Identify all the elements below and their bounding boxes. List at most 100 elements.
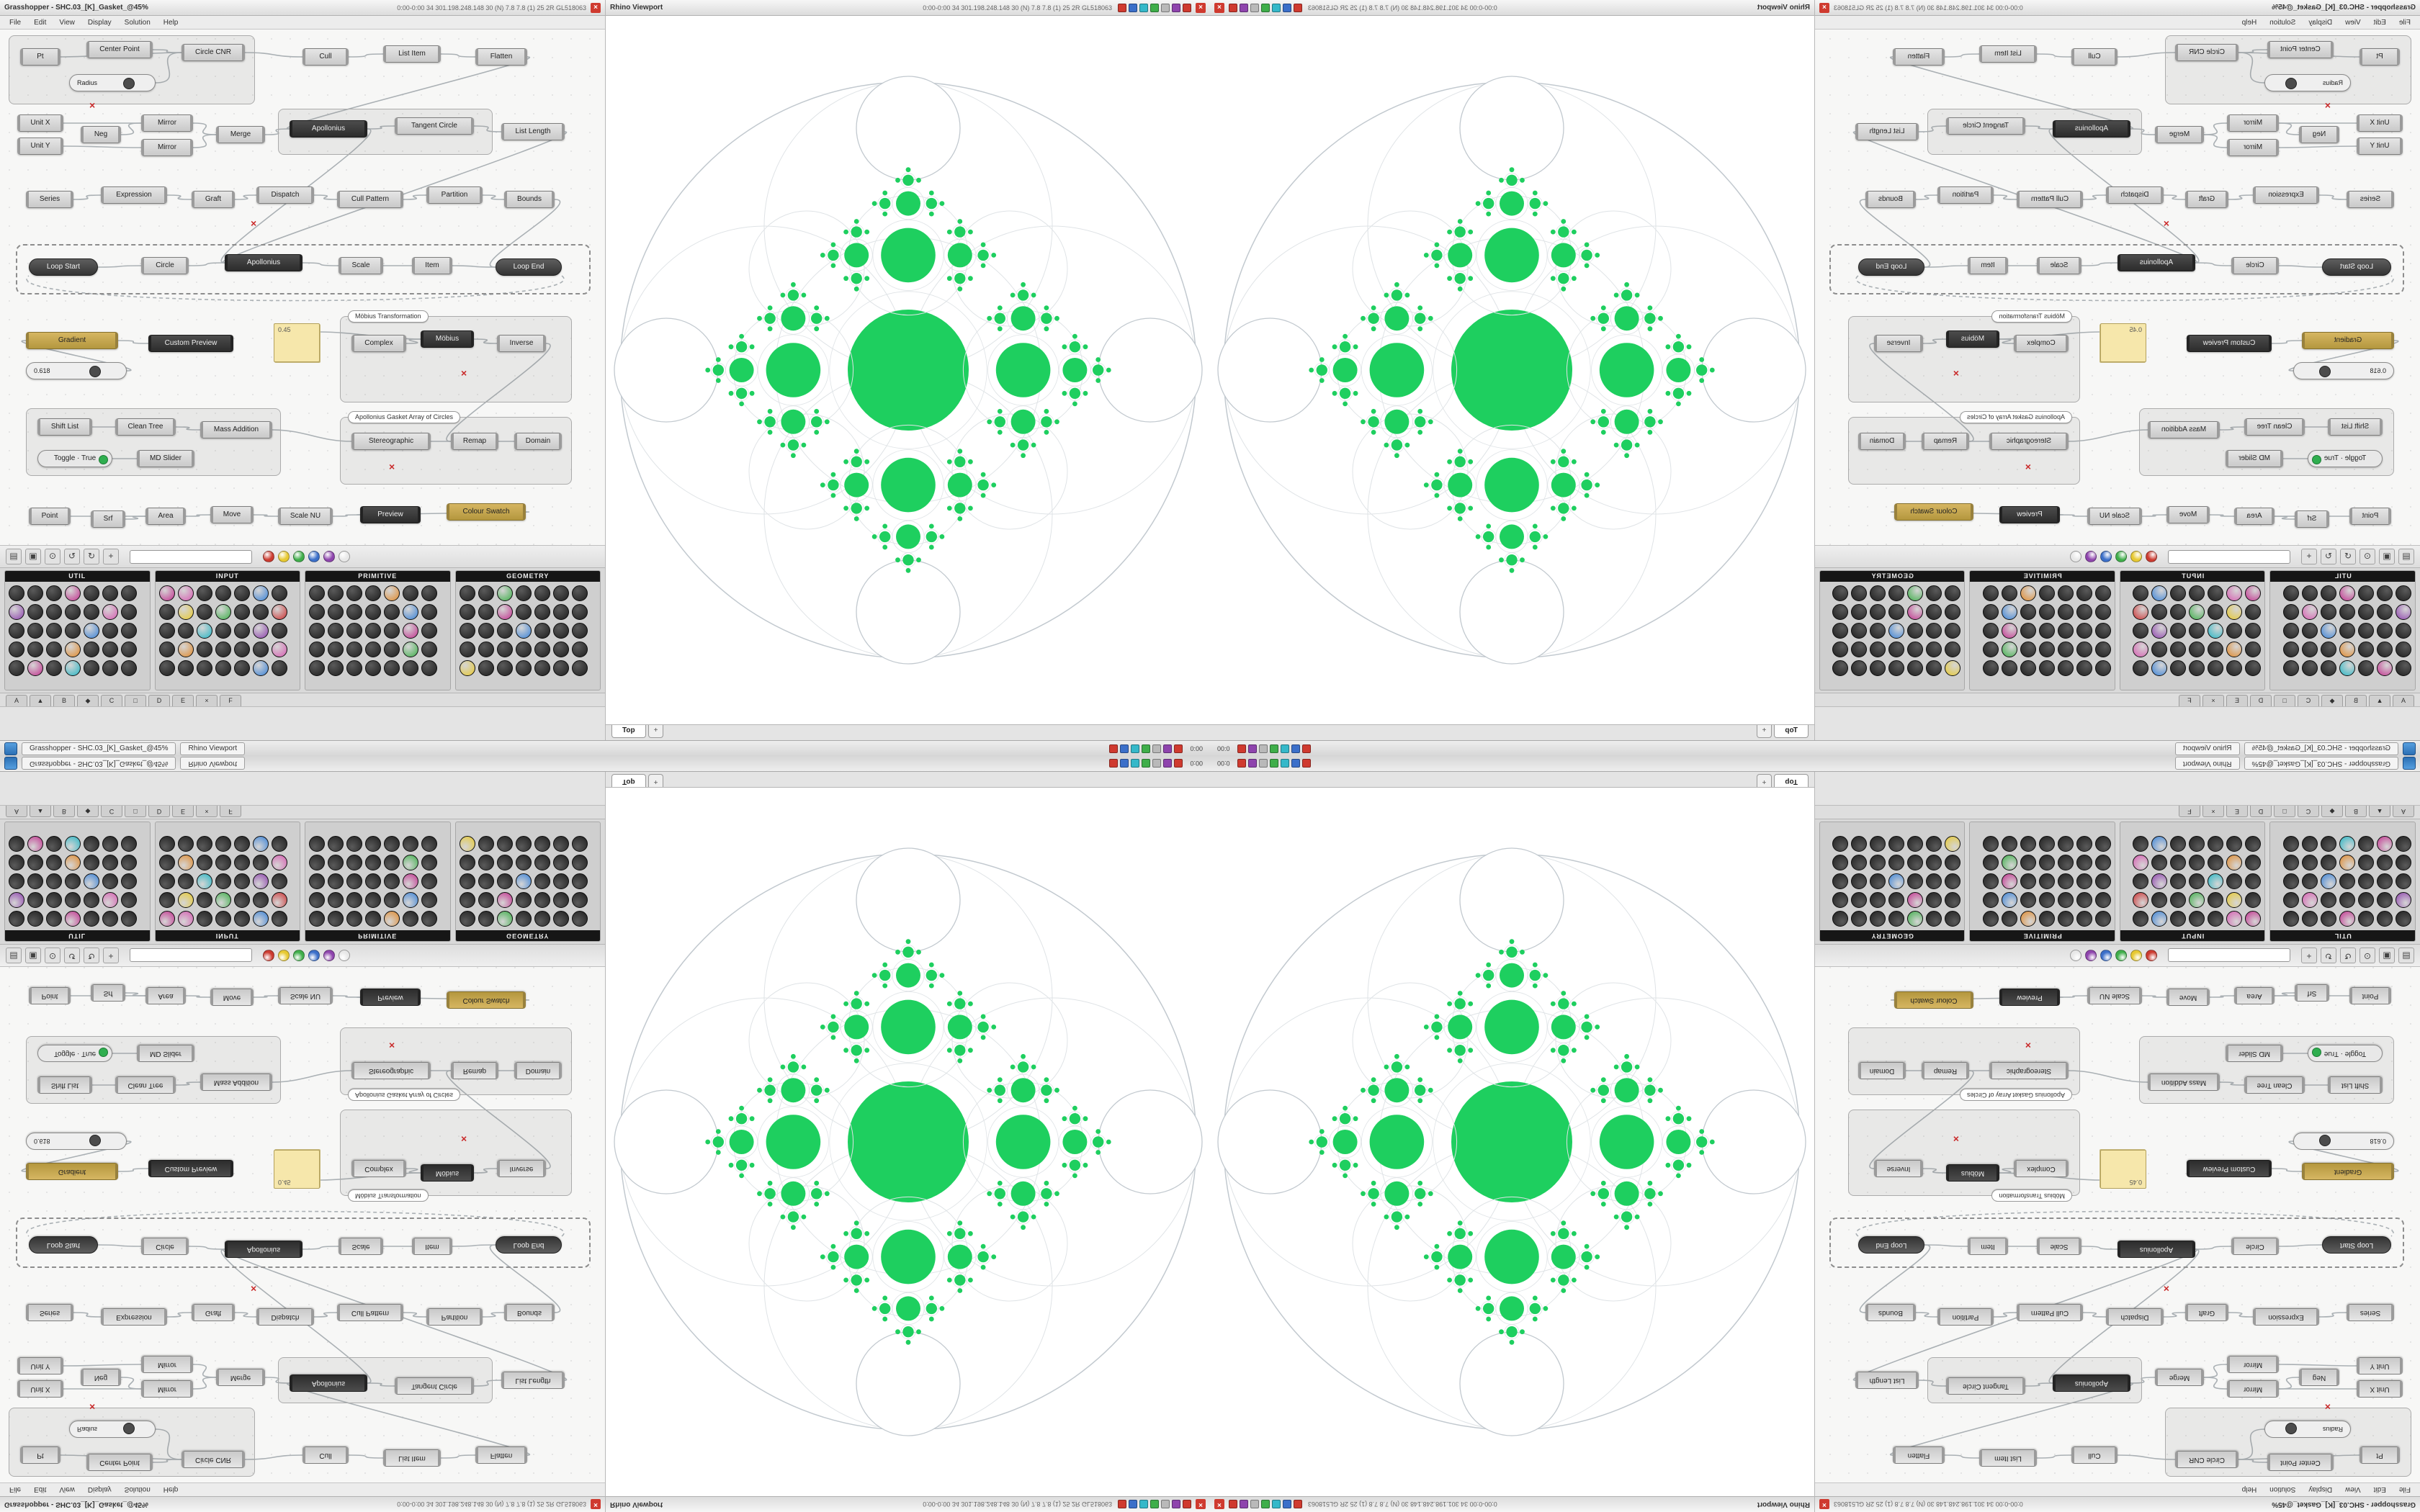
node-group[interactable]: Apollonius Gasket Array of Circles (1848, 1027, 2080, 1101)
component-icon[interactable] (158, 642, 175, 657)
component-icon[interactable] (271, 892, 287, 908)
files-app-icon[interactable] (1161, 3, 1170, 12)
component-icon[interactable] (552, 892, 569, 908)
category-tab[interactable]: B (2345, 695, 2367, 706)
gh-node-mass-addition[interactable]: Mass Addition (200, 421, 272, 438)
component-icon[interactable] (2020, 642, 2036, 657)
component-icon[interactable] (421, 892, 437, 908)
component-icon[interactable] (403, 911, 418, 927)
component-icon[interactable] (384, 642, 400, 657)
component-icon[interactable] (121, 623, 137, 639)
component-icon[interactable] (2339, 855, 2355, 870)
component-icon[interactable] (459, 660, 475, 676)
category-tab[interactable]: F (2179, 695, 2200, 706)
gh-node-loop-start[interactable]: Loop Start (29, 258, 98, 276)
component-icon[interactable] (2133, 623, 2149, 639)
component-icon[interactable] (158, 873, 175, 889)
preview-sphere-icon-4[interactable] (2085, 950, 2097, 961)
component-icon[interactable] (515, 623, 532, 639)
component-icon[interactable] (2302, 642, 2318, 657)
grasshopper-canvas[interactable]: Möbius Transformation Apollonius Gasket A… (1815, 966, 2420, 1482)
component-icon[interactable] (496, 873, 513, 889)
component-icon[interactable] (2133, 660, 2149, 676)
redo-icon[interactable]: ↻ (2321, 948, 2336, 963)
component-icon[interactable] (177, 911, 194, 927)
component-icon[interactable] (215, 604, 231, 620)
category-tab[interactable]: C (101, 695, 122, 706)
component-icon[interactable] (403, 642, 418, 657)
taskbar-app-button[interactable]: Grasshopper - SHC.03_[K]_Gasket_@45% (2244, 757, 2398, 770)
gh-node-custom-preview[interactable]: Custom Preview (2187, 1160, 2272, 1177)
category-tab[interactable]: ◆ (77, 806, 99, 817)
component-icon[interactable] (2339, 911, 2355, 927)
component-icon[interactable] (177, 660, 194, 676)
gh-node-toggle-true[interactable]: Toggle · True (2308, 450, 2383, 467)
gh-node-cull-pattern[interactable]: Cull Pattern (337, 191, 403, 208)
component-icon[interactable] (403, 855, 418, 870)
component-icon[interactable] (27, 911, 43, 927)
component-icon[interactable] (2020, 836, 2036, 852)
component-icon[interactable] (478, 873, 494, 889)
menu-item-file[interactable]: File (2398, 18, 2411, 27)
component-icon[interactable] (2151, 585, 2168, 601)
component-icon[interactable] (1983, 836, 1999, 852)
component-icon[interactable] (2058, 873, 2074, 889)
component-icon[interactable] (2226, 836, 2243, 852)
zoom-icon[interactable]: ⊙ (2360, 549, 2375, 564)
component-icon[interactable] (2283, 892, 2299, 908)
component-icon[interactable] (1945, 855, 1961, 870)
component-icon[interactable] (65, 642, 81, 657)
gh-node-list-item[interactable]: List Item (383, 1449, 441, 1467)
component-icon[interactable] (552, 623, 569, 639)
gh-node-stereographic[interactable]: Stereographic (1989, 1062, 2069, 1079)
component-icon[interactable] (2076, 873, 2092, 889)
component-icon[interactable] (1870, 911, 1886, 927)
component-icon[interactable] (346, 892, 362, 908)
component-icon[interactable] (346, 623, 362, 639)
category-tab[interactable]: A (2393, 695, 2414, 706)
category-tab[interactable]: × (2202, 806, 2224, 817)
component-icon[interactable] (515, 911, 532, 927)
component-icon[interactable] (2208, 585, 2224, 601)
component-icon[interactable] (2339, 873, 2355, 889)
component-icon[interactable] (158, 660, 175, 676)
menu-item-solution[interactable]: Solution (2269, 18, 2296, 27)
component-icon[interactable] (27, 836, 43, 852)
gh-node-srf[interactable]: Srf (2295, 510, 2329, 528)
component-icon[interactable] (1945, 892, 1961, 908)
close-icon[interactable] (1109, 759, 1119, 768)
component-icon[interactable] (158, 836, 175, 852)
component-icon[interactable] (2095, 604, 2111, 620)
component-icon[interactable] (552, 873, 569, 889)
component-icon[interactable] (2133, 892, 2149, 908)
component-icon[interactable] (271, 623, 287, 639)
component-icon[interactable] (496, 642, 513, 657)
gh-node-partition[interactable]: Partition (426, 186, 483, 204)
component-icon[interactable] (121, 604, 137, 620)
panel-app-icon[interactable] (1272, 3, 1281, 12)
category-tab[interactable]: ◆ (77, 695, 99, 706)
close-icon[interactable] (1174, 744, 1183, 753)
component-icon[interactable] (196, 585, 212, 601)
component-icon[interactable] (1888, 892, 1905, 908)
component-icon[interactable] (65, 836, 81, 852)
component-icon[interactable] (534, 873, 550, 889)
component-icon[interactable] (65, 660, 81, 676)
gh-node-center-point[interactable]: Center Point (2267, 41, 2334, 58)
component-icon[interactable] (1832, 660, 1849, 676)
component-icon[interactable] (534, 604, 550, 620)
component-icon[interactable] (2377, 604, 2393, 620)
gh-node-list-length[interactable]: List Length (1855, 123, 1919, 140)
grasshopper-canvas[interactable]: Möbius Transformation Apollonius Gasket A… (0, 966, 605, 1482)
component-icon[interactable] (459, 585, 475, 601)
slider-knob[interactable] (89, 366, 101, 377)
component-icon[interactable] (2170, 836, 2187, 852)
gh-node-item[interactable]: Item (1968, 257, 2008, 274)
gh-node-unit-y[interactable]: Unit Y (2357, 1357, 2403, 1374)
component-icon[interactable] (2095, 585, 2111, 601)
component-icon[interactable] (384, 911, 400, 927)
component-icon[interactable] (252, 660, 269, 676)
component-icon[interactable] (2076, 604, 2092, 620)
gh-node-pt[interactable]: Pt (20, 48, 60, 66)
slider-knob[interactable] (123, 1423, 135, 1434)
